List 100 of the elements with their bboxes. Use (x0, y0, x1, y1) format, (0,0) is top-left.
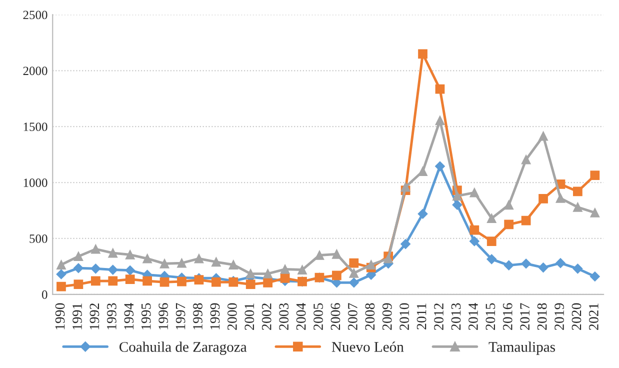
point (418, 49, 428, 59)
x-tick-label: 2019 (554, 303, 564, 330)
x-tick-label: 2006 (330, 303, 340, 330)
point (400, 239, 410, 249)
point (142, 276, 152, 286)
point (332, 249, 342, 259)
x-tick-label: 2009 (382, 303, 392, 330)
x-tick-label: 1992 (90, 304, 100, 330)
point (90, 264, 101, 274)
x-tick-label: 2007 (348, 303, 358, 330)
point (108, 248, 118, 258)
point (108, 276, 118, 286)
x-tick-label: 1995 (141, 303, 151, 330)
x-tick-label: 2018 (537, 303, 547, 330)
point (486, 236, 496, 246)
legend-label: Tamaulipas (488, 342, 555, 355)
point (314, 250, 324, 260)
y-tick-label: 0 (42, 290, 48, 299)
y-tick-label: 1500 (24, 122, 48, 132)
x-tick-label: 2003 (279, 303, 289, 330)
x-tick-label: 2021 (589, 304, 598, 330)
y-tick-label: 2500 (23, 10, 48, 20)
legend-label: Coahuila de Zaragoza (119, 342, 247, 355)
point (246, 280, 256, 290)
point (348, 278, 359, 288)
x-tick-label: 1999 (210, 303, 220, 330)
point (90, 244, 100, 254)
point (590, 208, 600, 218)
x-tick-label: 2000 (227, 303, 237, 330)
point (108, 264, 118, 275)
x-tick-label: 1997 (176, 303, 186, 330)
point (125, 265, 136, 276)
point (538, 131, 548, 141)
point (521, 258, 531, 269)
point (56, 282, 66, 292)
x-tick-label: 2014 (468, 302, 478, 330)
x-tick-label: 2012 (434, 304, 444, 330)
point (160, 258, 170, 268)
x-tick-label: 2010 (400, 303, 410, 330)
x-tick-label: 1990 (55, 303, 65, 330)
point (486, 214, 496, 224)
point (211, 277, 221, 287)
point (125, 250, 135, 260)
point (452, 191, 462, 201)
point (538, 194, 548, 204)
x-tick-label: 2008 (365, 303, 375, 330)
point (573, 202, 582, 212)
point (521, 154, 531, 164)
point (435, 84, 445, 94)
point (470, 188, 480, 198)
point (125, 274, 135, 284)
point (572, 264, 583, 274)
x-tick-label: 2005 (314, 303, 323, 330)
point (142, 254, 152, 264)
x-tick-label: 2016 (502, 303, 512, 330)
point (418, 166, 428, 176)
point (280, 264, 290, 274)
point (349, 268, 359, 278)
point (400, 182, 410, 192)
point (56, 269, 66, 280)
point (349, 258, 359, 268)
x-tick-label: 2013 (451, 303, 461, 330)
x-tick-label: 2001 (244, 304, 254, 330)
point (486, 254, 497, 264)
point (556, 258, 566, 268)
point (228, 260, 238, 270)
point (590, 170, 600, 180)
point (160, 277, 170, 287)
x-tick-label: 1996 (158, 303, 168, 330)
point (246, 269, 256, 278)
point (366, 260, 376, 270)
point (263, 278, 272, 288)
point (74, 280, 84, 290)
point (521, 216, 531, 226)
point (470, 225, 480, 235)
point (74, 252, 84, 262)
point (590, 272, 600, 282)
point (504, 260, 514, 270)
legend-label: Nuevo León (332, 342, 404, 352)
x-tick-label: 1991 (72, 304, 82, 330)
y-tick-label: 1000 (24, 178, 48, 187)
point (556, 194, 566, 203)
point (452, 200, 462, 210)
point (573, 186, 582, 196)
y-tick-label: 2000 (23, 66, 48, 76)
point (504, 200, 514, 210)
point (469, 236, 480, 246)
point (74, 263, 84, 274)
x-tick-label: 2004 (296, 302, 306, 330)
point (298, 265, 307, 274)
point (538, 262, 548, 272)
point (263, 269, 272, 278)
x-tick-label: 2015 (486, 303, 496, 330)
point (211, 257, 221, 267)
x-tick-label: 1998 (193, 303, 202, 330)
point (332, 270, 342, 280)
x-tick-label: 2002 (262, 304, 272, 330)
x-tick-label: 2017 (520, 303, 530, 330)
point (177, 258, 186, 268)
point (177, 276, 186, 286)
